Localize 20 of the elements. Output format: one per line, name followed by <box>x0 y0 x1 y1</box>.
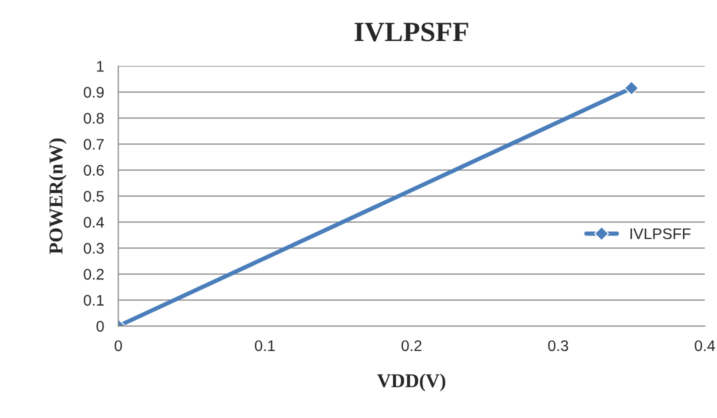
y-tick-label: 0.6 <box>84 164 104 176</box>
chart-title: IVLPSFF <box>354 22 468 42</box>
legend-label: IVLPSFF <box>630 228 690 240</box>
x-tick-label: 0.1 <box>254 340 275 352</box>
x-tick-label: 0.3 <box>548 340 568 352</box>
x-tick-label: 0.4 <box>694 340 715 352</box>
x-tick-label: 0 <box>114 340 122 352</box>
y-tick-label: 0.5 <box>84 190 104 202</box>
y-tick-label: 1 <box>97 61 104 72</box>
y-tick-label: 0.9 <box>84 86 104 98</box>
y-tick-label: 0.7 <box>84 138 104 150</box>
y-tick-label: 0.1 <box>84 294 104 306</box>
y-tick-label: 0.3 <box>84 242 104 254</box>
y-tick-label: 0.2 <box>84 268 104 280</box>
x-axis-title: VDD(V) <box>377 374 446 392</box>
y-tick-label: 0 <box>96 320 104 332</box>
y-tick-label: 0.8 <box>84 112 104 124</box>
y-tick-label: 0.4 <box>84 216 104 228</box>
x-tick-label: 0.2 <box>402 340 422 352</box>
y-axis-title: POWER(nW) <box>48 138 67 254</box>
